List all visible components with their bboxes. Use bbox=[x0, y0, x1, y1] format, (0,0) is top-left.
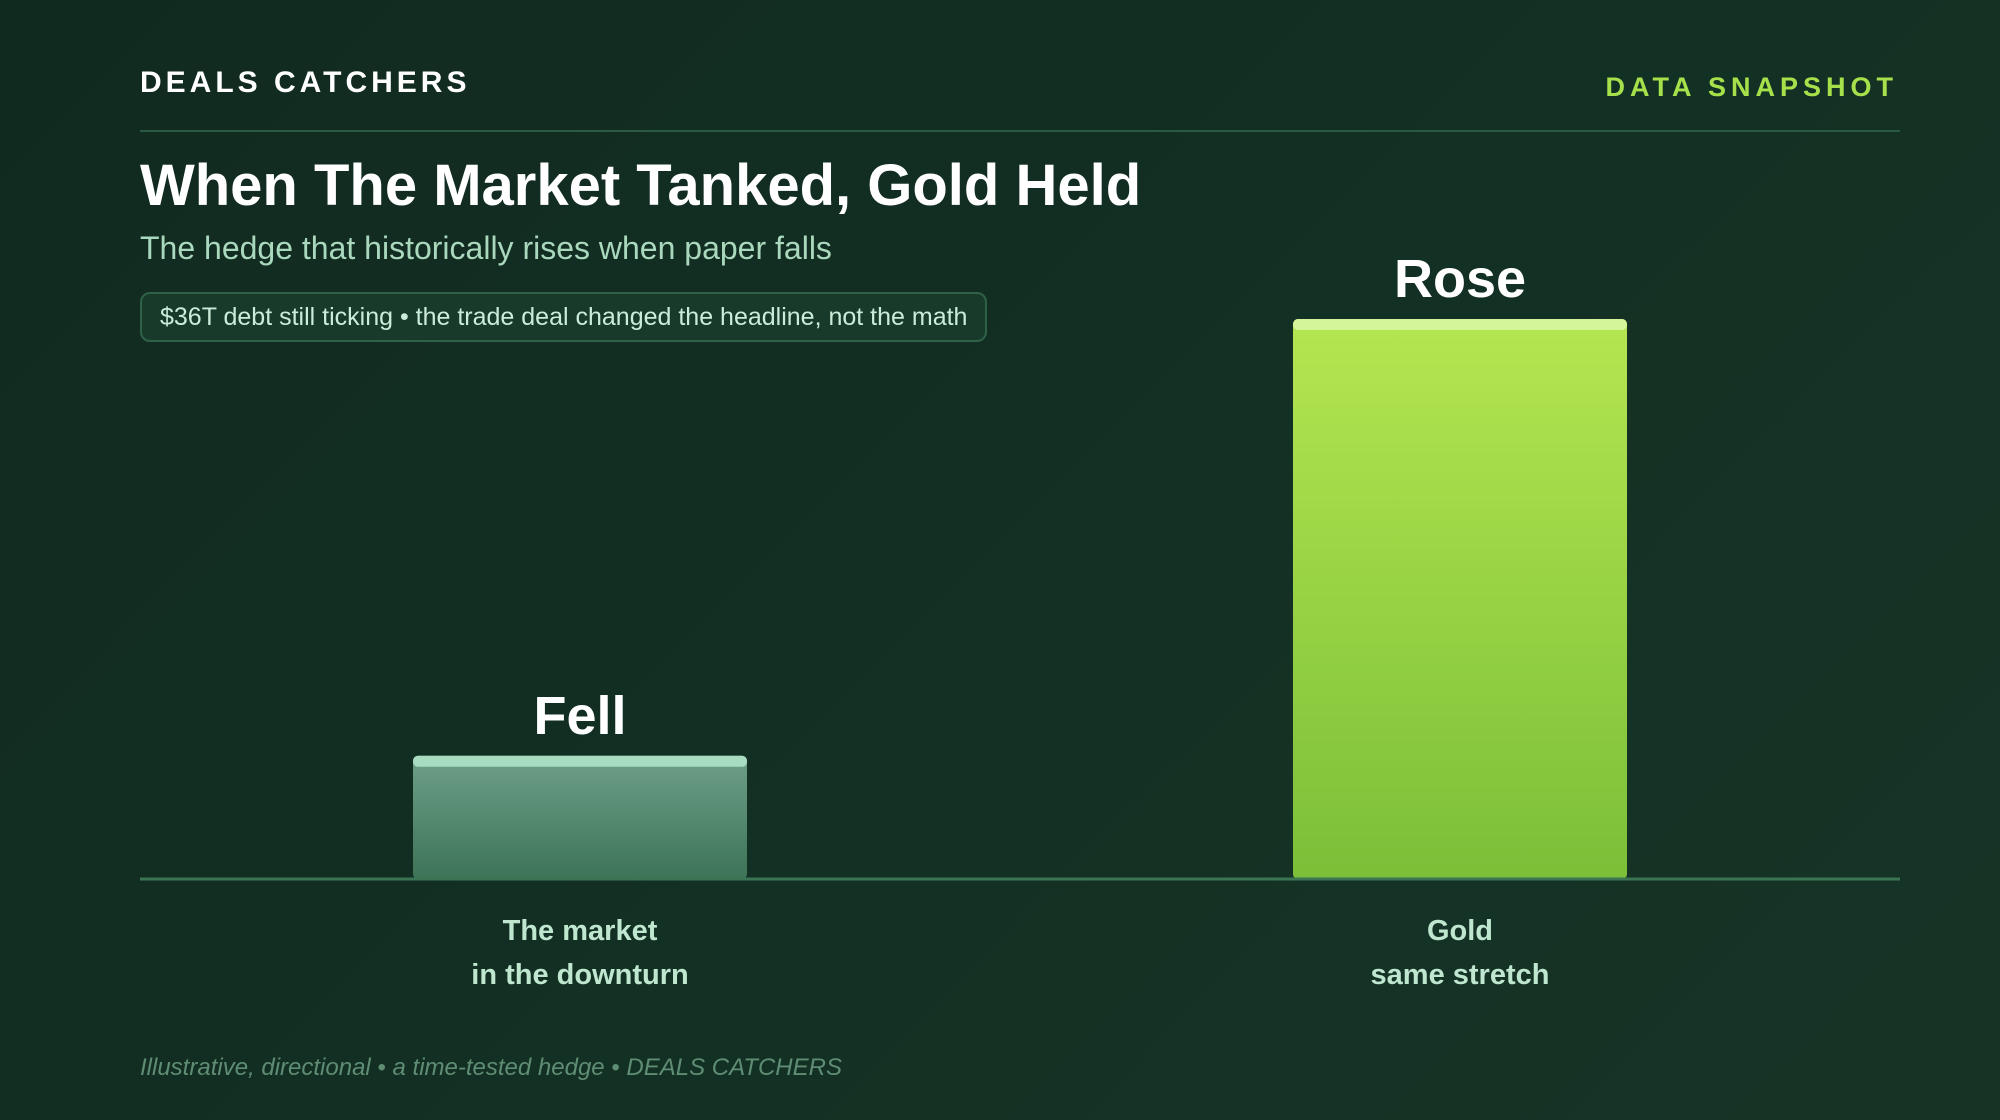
data-label-market: Fell bbox=[533, 686, 626, 746]
category-label-gold-line-2: same stretch bbox=[1371, 959, 1550, 991]
category-label-market-line-1: The market bbox=[503, 915, 658, 947]
context-note-pill: $36T debt still ticking • the trade deal… bbox=[140, 292, 988, 342]
brand-name: DEALS CATCHERS bbox=[140, 66, 471, 99]
footer-caption: Illustrative, directional • a time-teste… bbox=[140, 1054, 842, 1081]
bar-cap-market bbox=[413, 755, 747, 767]
chart-title: When The Market Tanked, Gold Held bbox=[140, 153, 1142, 218]
category-label-market-line-2: in the downturn bbox=[471, 959, 688, 991]
bar-market bbox=[413, 755, 747, 879]
data-label-gold: Rose bbox=[1394, 249, 1526, 309]
labels-layer: Fell The market in the downturn Rose Gold sam… bbox=[471, 249, 1549, 991]
bar-cap-gold bbox=[1293, 319, 1627, 330]
section-tag: DATA SNAPSHOT bbox=[1605, 72, 1898, 102]
chart-subtitle: The hedge that historically rises when p… bbox=[140, 230, 832, 266]
category-label-gold-line-1: Gold bbox=[1427, 915, 1493, 947]
bar-gold bbox=[1293, 319, 1627, 879]
header-divider bbox=[140, 130, 1900, 132]
bars-layer bbox=[413, 319, 1627, 879]
